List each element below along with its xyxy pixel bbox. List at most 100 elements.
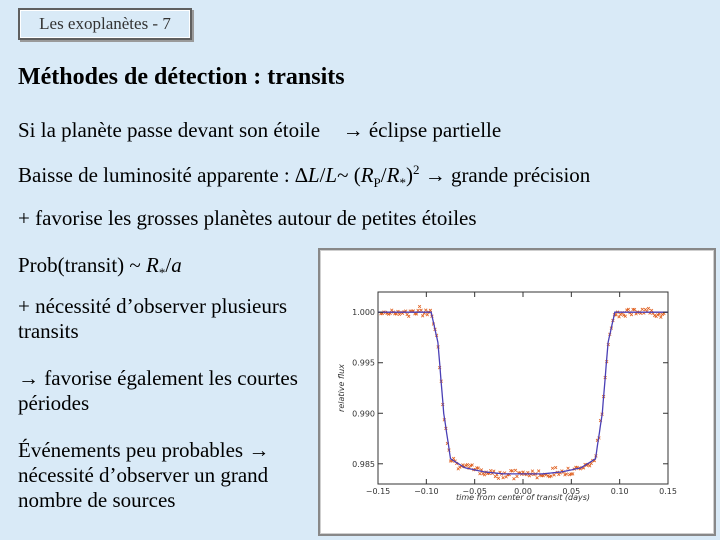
data-point-cross bbox=[626, 307, 631, 312]
data-point-cross bbox=[629, 312, 634, 317]
data-point-cross bbox=[632, 307, 637, 312]
text-line-luminosity: Baisse de luminosité apparente : ∆L/L~ (… bbox=[18, 162, 590, 191]
proportional-open: ~ ( bbox=[337, 163, 361, 187]
paren-close: ) bbox=[405, 163, 413, 187]
data-point-cross bbox=[482, 473, 487, 477]
slash-symbol-prob: / bbox=[165, 253, 172, 277]
data-point-cross bbox=[390, 308, 394, 312]
x-tick-label: −0.15 bbox=[366, 487, 391, 496]
data-point-cross bbox=[512, 477, 516, 481]
data-point-cross bbox=[535, 476, 539, 480]
x-tick-label: 0.10 bbox=[611, 487, 629, 496]
data-point-cross bbox=[592, 459, 597, 463]
data-point-cross bbox=[407, 314, 411, 319]
data-point-cross bbox=[546, 474, 550, 478]
data-point-cross bbox=[659, 315, 663, 319]
data-point-cross bbox=[428, 308, 433, 313]
superscript-2: 2 bbox=[412, 162, 420, 177]
data-point-cross bbox=[405, 312, 409, 317]
data-point-cross bbox=[553, 465, 558, 470]
luminosity-prefix: Baisse de luminosité apparente : bbox=[18, 163, 296, 187]
data-point-cross bbox=[501, 476, 505, 480]
slash-symbol-2: / bbox=[380, 163, 387, 187]
slide-title: Méthodes de détection : transits bbox=[18, 64, 345, 90]
data-point-cross bbox=[476, 466, 481, 470]
var-R-star-prob: R bbox=[146, 253, 159, 277]
data-point-cross bbox=[566, 466, 570, 470]
data-point-cross bbox=[424, 308, 428, 312]
subscript-star: * bbox=[399, 175, 406, 191]
data-point-cross bbox=[521, 470, 525, 474]
data-points-layer bbox=[379, 304, 666, 481]
x-tick-label: −0.05 bbox=[462, 487, 487, 496]
x-tick-label: −0.10 bbox=[414, 487, 439, 496]
delta-symbol: ∆ bbox=[295, 163, 308, 187]
data-point-cross bbox=[414, 312, 419, 316]
subscript-star-prob: * bbox=[158, 265, 166, 281]
data-point-cross bbox=[640, 307, 644, 312]
data-point-cross bbox=[652, 313, 657, 318]
probability-prefix: Prob(transit) ~ bbox=[18, 253, 147, 277]
text-rare-events: Événements peu probables → nécessité d’o… bbox=[18, 438, 270, 512]
transit-lightcurve-figure: −0.15 −0.10 −0.05 0.00 0.05 0.10 0.15 1.000 0.99… bbox=[318, 248, 716, 536]
subscript-P: P bbox=[373, 175, 381, 191]
x-tick-label: 0.00 bbox=[514, 487, 532, 496]
data-point-cross bbox=[420, 314, 425, 318]
data-point-cross bbox=[513, 468, 518, 473]
eclipse-result: → éclipse partielle bbox=[342, 118, 502, 142]
x-tick-label: 0.05 bbox=[562, 487, 580, 496]
x-tick-label: 0.15 bbox=[659, 487, 677, 496]
data-point-cross bbox=[394, 312, 399, 316]
var-a: a bbox=[171, 253, 182, 277]
transit-lightcurve-chart: −0.15 −0.10 −0.05 0.00 0.05 0.10 0.15 1.000 0.99… bbox=[337, 291, 677, 502]
text-short-periods: → favorise également les courtes période… bbox=[18, 366, 298, 415]
data-point-cross bbox=[478, 472, 482, 476]
var-R-star: R bbox=[386, 163, 400, 187]
slash-symbol: / bbox=[319, 163, 326, 187]
data-point-cross bbox=[496, 476, 501, 480]
var-L-numerator: L bbox=[307, 163, 320, 187]
data-point-cross bbox=[649, 308, 654, 313]
data-point-cross bbox=[550, 466, 555, 470]
y-tick-label: 0.990 bbox=[352, 409, 375, 418]
y-tick-label: 0.985 bbox=[352, 460, 375, 469]
text-line-favors-large: + favorise les grosses planètes autour d… bbox=[18, 206, 477, 230]
data-point-cross bbox=[515, 474, 519, 479]
axis-layer: −0.15 −0.10 −0.05 0.00 0.05 0.10 0.15 1.000 0.99… bbox=[352, 292, 677, 496]
data-point-cross bbox=[419, 308, 423, 312]
plot-frame bbox=[377, 291, 669, 485]
data-point-cross bbox=[657, 312, 661, 316]
model-curve bbox=[378, 311, 668, 475]
data-point-cross bbox=[617, 315, 621, 319]
y-tick-label: 1.000 bbox=[352, 308, 375, 317]
slide-header-label: Les exoplanètes - 7 bbox=[39, 14, 171, 33]
text-line-probability: Prob(transit) ~ R*/a bbox=[18, 253, 182, 281]
x-axis-label: time from center of transit (days) bbox=[456, 493, 590, 502]
slide-header: Les exoplanètes - 7 bbox=[18, 8, 192, 40]
data-point-cross bbox=[623, 314, 627, 318]
data-point-cross bbox=[510, 469, 515, 473]
luminosity-suffix: → grande précision bbox=[419, 163, 591, 187]
data-point-cross bbox=[643, 307, 648, 312]
data-point-cross bbox=[470, 463, 474, 467]
data-point-cross bbox=[475, 466, 479, 470]
data-point-cross bbox=[564, 472, 569, 476]
data-point-cross bbox=[588, 464, 592, 468]
data-point-cross bbox=[530, 469, 535, 473]
data-point-cross bbox=[571, 472, 575, 476]
var-L-denominator: L bbox=[325, 163, 338, 187]
text-multiple-transits: + nécessité d’observer plusieurs transit… bbox=[18, 294, 288, 343]
y-axis-label: relative flux bbox=[337, 364, 346, 412]
data-point-cross bbox=[492, 469, 496, 473]
data-point-cross bbox=[552, 473, 556, 477]
eclipse-condition: Si la planète passe devant son étoile bbox=[18, 118, 321, 142]
data-point-cross bbox=[646, 306, 651, 311]
var-R-planet: R bbox=[360, 163, 374, 187]
data-point-cross bbox=[656, 313, 660, 317]
data-point-cross bbox=[549, 474, 553, 478]
y-tick-label: 0.995 bbox=[352, 359, 375, 368]
data-point-cross bbox=[458, 465, 462, 469]
data-point-cross bbox=[536, 469, 541, 473]
data-point-cross bbox=[614, 313, 618, 317]
text-line-eclipse: Si la planète passe devant son étoile → … bbox=[18, 118, 501, 143]
